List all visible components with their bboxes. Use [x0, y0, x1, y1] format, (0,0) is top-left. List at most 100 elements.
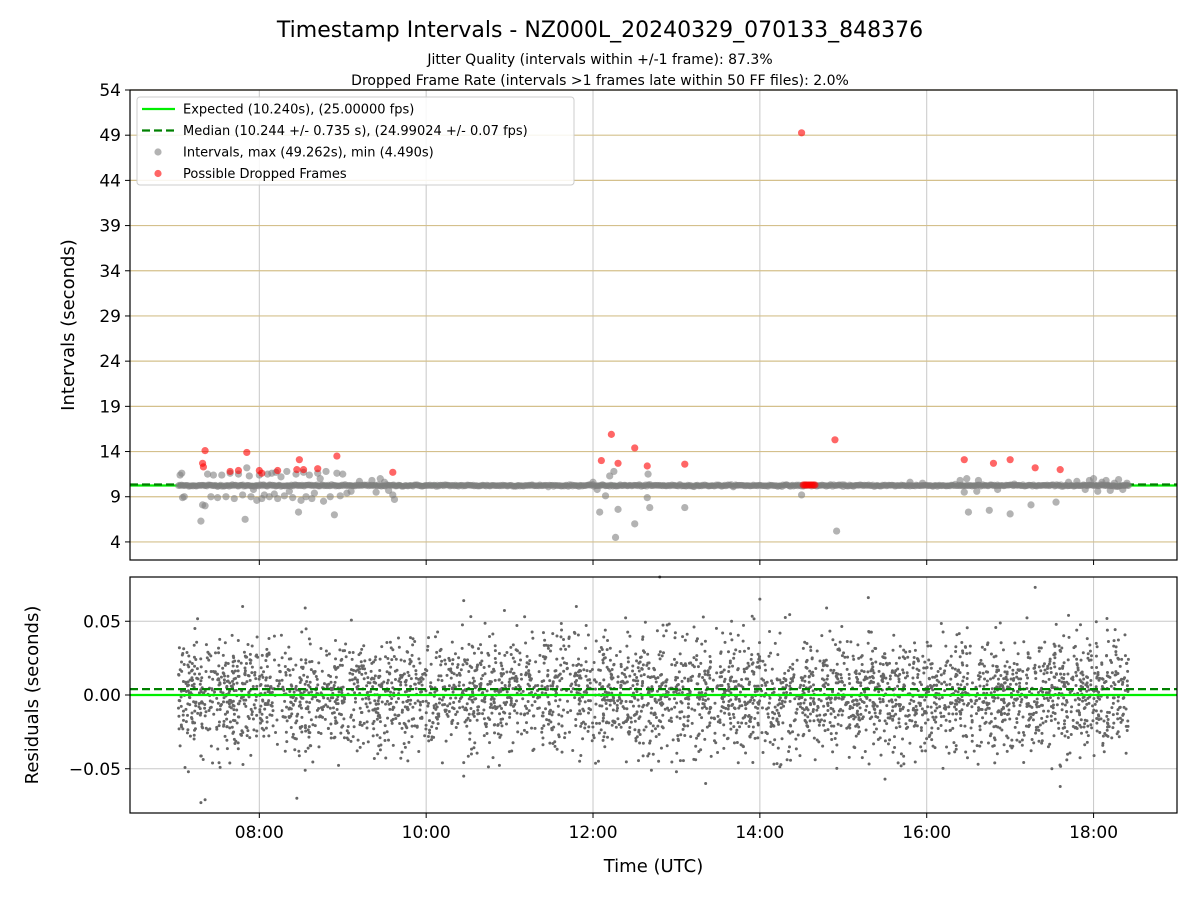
residual-point — [239, 733, 242, 736]
residual-point — [1002, 706, 1005, 709]
residual-point — [516, 712, 519, 715]
residual-point — [371, 677, 374, 680]
residual-point — [948, 752, 951, 755]
residual-point — [1107, 718, 1110, 721]
residual-point — [853, 703, 856, 706]
residual-point — [1075, 629, 1078, 632]
residual-point — [578, 760, 581, 763]
residual-point — [769, 721, 772, 724]
residual-point — [963, 725, 966, 728]
residual-point — [334, 639, 337, 642]
residual-point — [1036, 698, 1039, 701]
residual-point — [301, 697, 304, 700]
residual-point — [305, 627, 308, 630]
residual-point — [1053, 665, 1056, 668]
residual-point — [486, 732, 489, 735]
residual-point — [460, 668, 463, 671]
residual-point — [617, 675, 620, 678]
residual-point — [710, 755, 713, 758]
residual-point — [757, 653, 760, 656]
residual-point — [708, 711, 711, 714]
residual-point — [732, 657, 735, 660]
residual-point — [406, 650, 409, 653]
residual-point — [985, 683, 988, 686]
residual-point — [626, 713, 629, 716]
residual-point — [767, 655, 770, 658]
residual-point — [868, 763, 871, 766]
residual-point — [864, 750, 867, 753]
residual-point — [630, 721, 633, 724]
residual-point — [386, 681, 389, 684]
residual-point — [656, 725, 659, 728]
interval-point — [368, 477, 375, 484]
residual-point — [223, 681, 226, 684]
residual-point — [500, 672, 503, 675]
residual-point — [809, 649, 812, 652]
residual-point — [721, 632, 724, 635]
residual-point — [887, 716, 890, 719]
interval-point — [197, 518, 204, 525]
residual-point — [302, 674, 305, 677]
residual-point — [641, 668, 644, 671]
residual-point — [309, 643, 312, 646]
residual-point — [595, 722, 598, 725]
residual-point — [215, 728, 218, 731]
residual-point — [559, 664, 562, 667]
residual-point — [286, 719, 289, 722]
residual-point — [831, 638, 834, 641]
residual-point — [776, 709, 779, 712]
residual-point — [891, 709, 894, 712]
residual-point — [964, 734, 967, 737]
residual-point — [773, 738, 776, 741]
residual-point — [955, 748, 958, 751]
residual-point — [367, 740, 370, 743]
residual-point — [949, 678, 952, 681]
residual-point — [387, 739, 390, 742]
residual-point — [1094, 703, 1097, 706]
residual-point — [520, 732, 523, 735]
residual-point — [647, 691, 650, 694]
residual-point — [1084, 683, 1087, 686]
residual-point — [1126, 684, 1129, 687]
residual-point — [852, 745, 855, 748]
residual-point — [369, 701, 372, 704]
residual-point — [624, 675, 627, 678]
residual-point — [1034, 670, 1037, 673]
residual-point — [498, 691, 501, 694]
residual-point — [232, 655, 235, 658]
residual-point — [858, 672, 861, 675]
residual-point — [1090, 666, 1093, 669]
residual-point — [205, 670, 208, 673]
residual-point — [251, 644, 254, 647]
residual-point — [242, 699, 245, 702]
residual-point — [461, 705, 464, 708]
residual-point — [288, 716, 291, 719]
residual-point — [954, 689, 957, 692]
residual-point — [426, 645, 429, 648]
residual-point — [940, 673, 943, 676]
residual-point — [277, 685, 280, 688]
residual-point — [1032, 713, 1035, 716]
residual-point — [897, 678, 900, 681]
residual-point — [473, 698, 476, 701]
residual-point — [229, 720, 232, 723]
residual-point — [737, 634, 740, 637]
residual-point — [753, 685, 756, 688]
residual-point — [308, 711, 311, 714]
residual-point — [362, 644, 365, 647]
residual-point — [453, 672, 456, 675]
residual-point — [266, 684, 269, 687]
residual-point — [500, 681, 503, 684]
residual-point — [587, 699, 590, 702]
residual-point — [1053, 652, 1056, 655]
residual-point — [747, 647, 750, 650]
residual-point — [1109, 659, 1112, 662]
residual-point — [742, 717, 745, 720]
residual-point — [498, 705, 501, 708]
residual-point — [424, 727, 427, 730]
residual-point — [752, 726, 755, 729]
residual-point — [662, 726, 665, 729]
residual-point — [699, 662, 702, 665]
residual-point — [581, 737, 584, 740]
residual-point — [865, 705, 868, 708]
